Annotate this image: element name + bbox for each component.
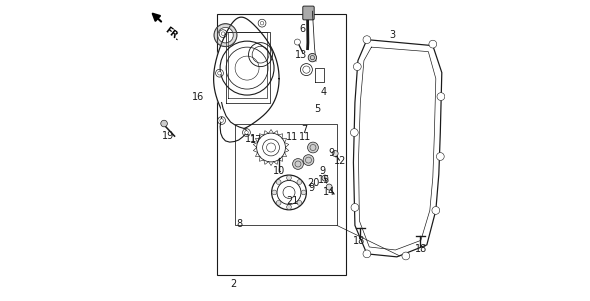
Circle shape: [351, 203, 359, 211]
Circle shape: [297, 180, 302, 185]
Circle shape: [218, 71, 221, 75]
Circle shape: [272, 190, 277, 195]
Text: 16: 16: [192, 92, 204, 101]
Text: 19: 19: [162, 131, 174, 141]
Text: 6: 6: [300, 24, 306, 34]
Circle shape: [287, 175, 291, 180]
Text: 9: 9: [309, 183, 314, 193]
Circle shape: [363, 250, 371, 258]
Text: 21: 21: [286, 197, 298, 206]
Circle shape: [350, 129, 358, 136]
Text: 9: 9: [328, 148, 334, 159]
Circle shape: [287, 205, 291, 209]
Text: 14: 14: [323, 188, 336, 197]
Circle shape: [220, 119, 224, 122]
Text: 10: 10: [273, 166, 286, 176]
Text: 5: 5: [314, 104, 320, 113]
Bar: [235, 123, 337, 225]
Text: 12: 12: [334, 156, 346, 166]
Circle shape: [332, 150, 338, 157]
Polygon shape: [353, 40, 442, 257]
Text: 11: 11: [299, 132, 312, 142]
Circle shape: [297, 200, 302, 205]
Text: 13: 13: [295, 50, 307, 60]
Circle shape: [276, 200, 281, 205]
Circle shape: [160, 120, 168, 127]
Circle shape: [437, 93, 445, 101]
Text: 15: 15: [318, 175, 330, 185]
FancyBboxPatch shape: [303, 6, 314, 20]
Circle shape: [294, 39, 300, 45]
Circle shape: [221, 32, 225, 36]
Circle shape: [260, 21, 264, 25]
Circle shape: [303, 155, 314, 166]
Text: 20: 20: [307, 178, 319, 188]
Text: 11: 11: [245, 134, 258, 144]
Circle shape: [322, 175, 328, 181]
Polygon shape: [220, 103, 247, 142]
Text: 17: 17: [250, 135, 262, 145]
Text: 7: 7: [301, 125, 307, 135]
Polygon shape: [214, 17, 279, 129]
Circle shape: [301, 190, 306, 195]
Bar: [217, 14, 346, 275]
Circle shape: [437, 153, 444, 160]
Circle shape: [276, 180, 281, 185]
Text: 2: 2: [231, 279, 237, 289]
Circle shape: [326, 184, 332, 190]
Text: 9: 9: [319, 166, 325, 176]
Circle shape: [402, 252, 409, 260]
Text: FR.: FR.: [163, 25, 181, 42]
Text: 8: 8: [237, 219, 242, 229]
Text: 4: 4: [320, 87, 326, 97]
Circle shape: [429, 40, 437, 48]
Circle shape: [363, 36, 371, 44]
Circle shape: [308, 53, 317, 62]
Circle shape: [432, 206, 440, 214]
Circle shape: [293, 159, 303, 169]
Text: 18: 18: [415, 244, 427, 254]
Text: 3: 3: [389, 30, 395, 40]
Circle shape: [307, 142, 319, 153]
Circle shape: [245, 131, 248, 134]
Text: 11: 11: [286, 132, 298, 142]
Text: 18: 18: [353, 236, 366, 246]
Circle shape: [353, 63, 361, 70]
